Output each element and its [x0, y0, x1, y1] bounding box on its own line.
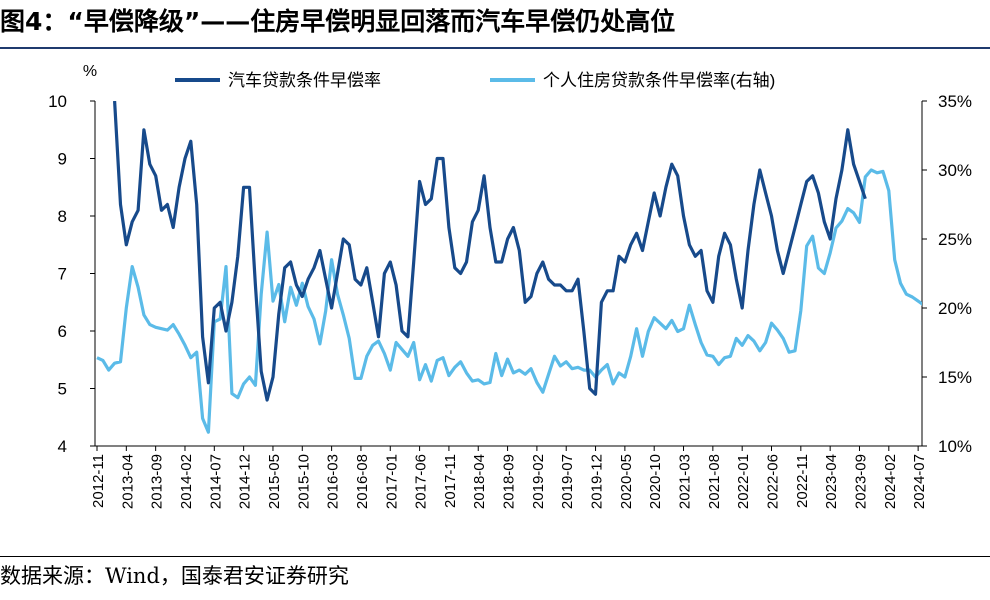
chart-title: 图4：“早偿降级”——住房早偿明显回落而汽车早偿仍处高位	[0, 7, 676, 36]
x-tick-label: 2021-08	[706, 454, 723, 509]
y-right-tick-label: 15%	[938, 368, 972, 387]
y-left-tick-label: 5	[58, 380, 67, 399]
x-tick-label: 2012-11	[90, 454, 107, 508]
x-tick-label: 2019-02	[530, 454, 547, 509]
x-tick-label: 2013-04	[119, 454, 136, 509]
x-tick-label: 2015-10	[295, 454, 312, 509]
x-tick-label: 2020-05	[618, 454, 635, 509]
y-left-tick-label: 7	[58, 265, 67, 284]
y-right-tick-label: 20%	[938, 299, 972, 318]
x-tick-label: 2018-04	[471, 454, 488, 509]
x-tick-label: 2017-06	[413, 454, 430, 509]
y-left-tick-label: 8	[58, 207, 67, 226]
y-right-tick-label: 10%	[938, 437, 972, 456]
source-note: 数据来源：Wind，国泰君安证券研究	[0, 564, 349, 588]
x-tick-label: 2014-07	[207, 454, 224, 509]
legend-label-housing: 个人住房贷款条件早偿率(右轴)	[543, 71, 775, 90]
line-chart: 4 5 6 7 8 9 10% 10% 15% 20% 25% 30% 35% 2012-11 2013-0…	[48, 63, 972, 509]
x-tick-label: 2023-04	[823, 454, 840, 509]
x-tick-label: 2022-06	[765, 454, 782, 509]
housing-loan-prepayment-line	[96, 168, 922, 434]
y-left-tick-label: 10	[48, 92, 67, 111]
x-tick-label: 2022-11	[794, 454, 811, 508]
x-tick-label: 2018-09	[501, 454, 518, 509]
x-tick-label: 2014-12	[237, 454, 254, 509]
x-tick-label: 2014-02	[178, 454, 195, 509]
x-tick-label: 2019-07	[559, 454, 576, 509]
x-tick-label: 2016-08	[354, 454, 371, 509]
legend-label-auto: 汽车贷款条件早偿率	[228, 71, 381, 90]
y-right-tick-label: 35%	[938, 92, 972, 111]
title-underline	[0, 47, 990, 49]
x-tick-label: 2013-09	[149, 454, 166, 509]
x-tick-label: 2017-01	[383, 454, 400, 509]
x-tick-label: 2020-10	[647, 454, 664, 509]
footer-divider	[0, 556, 990, 557]
x-tick-label: 2016-03	[325, 454, 342, 509]
auto-loan-prepayment-line	[113, 101, 867, 402]
y-right-tick-label: 25%	[938, 230, 972, 249]
x-tick-label: 2021-03	[677, 454, 694, 509]
y-left-unit-label: %	[83, 63, 97, 80]
y-right-tick-label: 30%	[938, 161, 972, 180]
x-tick-label: 2024-07	[911, 454, 928, 509]
x-tick-label: 2017-11	[442, 454, 459, 508]
x-tick-label: 2019-12	[589, 454, 606, 509]
x-tick-label: 2023-09	[852, 454, 869, 509]
y-left-tick-label: 9	[58, 150, 67, 169]
y-left-tick-label: 4	[58, 437, 67, 456]
x-tick-label: 2022-01	[735, 454, 752, 509]
x-tick-label: 2024-02	[882, 454, 899, 509]
y-left-tick-label: 6	[58, 322, 67, 341]
x-tick-label: 2015-05	[266, 454, 283, 509]
